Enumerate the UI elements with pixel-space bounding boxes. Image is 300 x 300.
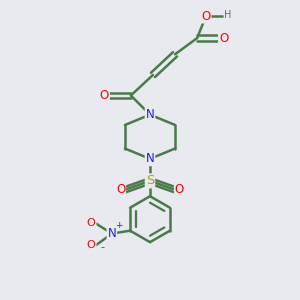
Text: +: + [115,221,122,230]
Text: N: N [107,227,116,240]
Text: O: O [100,89,109,102]
Text: H: H [224,10,232,20]
Text: -: - [100,242,104,252]
Text: N: N [146,152,154,165]
Text: O: O [175,183,184,196]
Text: O: O [219,32,228,45]
Text: O: O [116,183,125,196]
Text: O: O [87,240,96,250]
Text: O: O [201,10,211,22]
Text: S: S [146,174,154,188]
Text: N: N [146,108,154,121]
Text: O: O [87,218,96,228]
